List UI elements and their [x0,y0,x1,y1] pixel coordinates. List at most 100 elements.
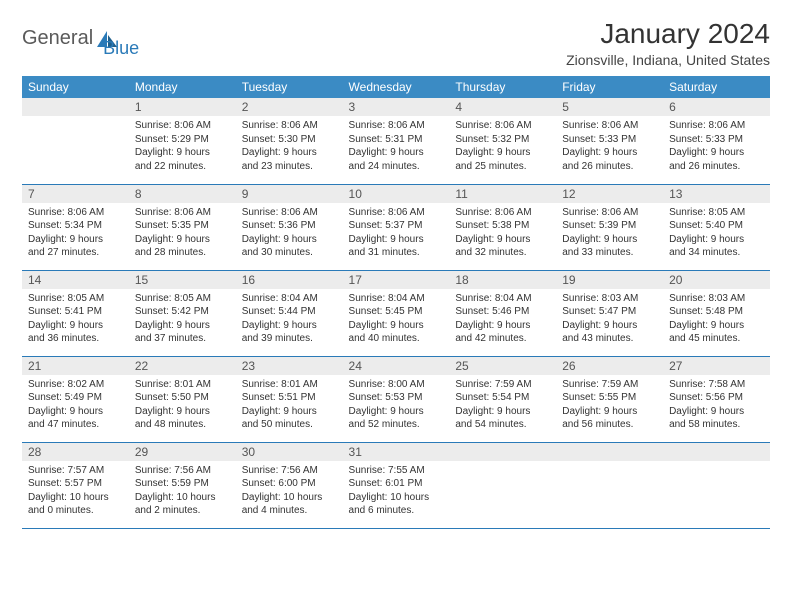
page-header: General Blue January 2024 Zionsville, In… [22,18,770,68]
day-details: Sunrise: 8:05 AMSunset: 5:41 PMDaylight:… [22,289,129,350]
calendar-day-cell: 24Sunrise: 8:00 AMSunset: 5:53 PMDayligh… [343,356,450,442]
calendar-day-cell: 12Sunrise: 8:06 AMSunset: 5:39 PMDayligh… [556,184,663,270]
day-details: Sunrise: 8:04 AMSunset: 5:46 PMDaylight:… [449,289,556,350]
calendar-body: 1Sunrise: 8:06 AMSunset: 5:29 PMDaylight… [22,98,770,528]
weekday-header: Saturday [663,76,770,98]
day-number: 20 [663,271,770,289]
calendar-day-cell: 16Sunrise: 8:04 AMSunset: 5:44 PMDayligh… [236,270,343,356]
day-details: Sunrise: 7:56 AMSunset: 5:59 PMDaylight:… [129,461,236,522]
day-details: Sunrise: 8:01 AMSunset: 5:51 PMDaylight:… [236,375,343,436]
calendar-week-row: 1Sunrise: 8:06 AMSunset: 5:29 PMDaylight… [22,98,770,184]
day-details: Sunrise: 8:06 AMSunset: 5:32 PMDaylight:… [449,116,556,177]
calendar-day-cell: 19Sunrise: 8:03 AMSunset: 5:47 PMDayligh… [556,270,663,356]
day-details: Sunrise: 8:04 AMSunset: 5:44 PMDaylight:… [236,289,343,350]
calendar-day-cell: 27Sunrise: 7:58 AMSunset: 5:56 PMDayligh… [663,356,770,442]
day-number: 25 [449,357,556,375]
calendar-day-cell: 10Sunrise: 8:06 AMSunset: 5:37 PMDayligh… [343,184,450,270]
day-details: Sunrise: 8:06 AMSunset: 5:38 PMDaylight:… [449,203,556,264]
calendar-header-row: SundayMondayTuesdayWednesdayThursdayFrid… [22,76,770,98]
weekday-header: Friday [556,76,663,98]
day-details: Sunrise: 8:03 AMSunset: 5:48 PMDaylight:… [663,289,770,350]
day-number: 28 [22,443,129,461]
weekday-header: Wednesday [343,76,450,98]
day-number: 22 [129,357,236,375]
calendar-day-cell [22,98,129,184]
day-number: 30 [236,443,343,461]
day-details: Sunrise: 8:06 AMSunset: 5:29 PMDaylight:… [129,116,236,177]
day-number: 29 [129,443,236,461]
weekday-header: Sunday [22,76,129,98]
calendar-day-cell: 3Sunrise: 8:06 AMSunset: 5:31 PMDaylight… [343,98,450,184]
day-number: 7 [22,185,129,203]
day-number: 26 [556,357,663,375]
day-details: Sunrise: 8:06 AMSunset: 5:30 PMDaylight:… [236,116,343,177]
calendar-day-cell: 17Sunrise: 8:04 AMSunset: 5:45 PMDayligh… [343,270,450,356]
day-details: Sunrise: 8:06 AMSunset: 5:34 PMDaylight:… [22,203,129,264]
day-details: Sunrise: 8:03 AMSunset: 5:47 PMDaylight:… [556,289,663,350]
calendar-day-cell: 22Sunrise: 8:01 AMSunset: 5:50 PMDayligh… [129,356,236,442]
day-details: Sunrise: 8:06 AMSunset: 5:31 PMDaylight:… [343,116,450,177]
day-details: Sunrise: 8:06 AMSunset: 5:35 PMDaylight:… [129,203,236,264]
day-number: 24 [343,357,450,375]
day-details: Sunrise: 8:06 AMSunset: 5:39 PMDaylight:… [556,203,663,264]
day-details: Sunrise: 8:06 AMSunset: 5:33 PMDaylight:… [663,116,770,177]
calendar-day-cell [663,442,770,528]
calendar-week-row: 28Sunrise: 7:57 AMSunset: 5:57 PMDayligh… [22,442,770,528]
day-number: 6 [663,98,770,116]
calendar-day-cell: 13Sunrise: 8:05 AMSunset: 5:40 PMDayligh… [663,184,770,270]
calendar-day-cell: 6Sunrise: 8:06 AMSunset: 5:33 PMDaylight… [663,98,770,184]
calendar-day-cell: 31Sunrise: 7:55 AMSunset: 6:01 PMDayligh… [343,442,450,528]
day-number: 15 [129,271,236,289]
day-number: 19 [556,271,663,289]
day-number [22,98,129,116]
calendar-day-cell: 15Sunrise: 8:05 AMSunset: 5:42 PMDayligh… [129,270,236,356]
calendar-day-cell: 5Sunrise: 8:06 AMSunset: 5:33 PMDaylight… [556,98,663,184]
day-details: Sunrise: 7:59 AMSunset: 5:55 PMDaylight:… [556,375,663,436]
day-details: Sunrise: 8:01 AMSunset: 5:50 PMDaylight:… [129,375,236,436]
day-number: 12 [556,185,663,203]
calendar-day-cell [449,442,556,528]
day-number: 2 [236,98,343,116]
month-title: January 2024 [566,18,770,50]
day-details: Sunrise: 8:04 AMSunset: 5:45 PMDaylight:… [343,289,450,350]
day-details: Sunrise: 7:55 AMSunset: 6:01 PMDaylight:… [343,461,450,522]
day-number: 4 [449,98,556,116]
calendar-day-cell: 18Sunrise: 8:04 AMSunset: 5:46 PMDayligh… [449,270,556,356]
brand-word-1: General [22,27,93,50]
weekday-header: Thursday [449,76,556,98]
location-text: Zionsville, Indiana, United States [566,52,770,68]
weekday-header: Monday [129,76,236,98]
calendar-day-cell: 23Sunrise: 8:01 AMSunset: 5:51 PMDayligh… [236,356,343,442]
day-details: Sunrise: 8:00 AMSunset: 5:53 PMDaylight:… [343,375,450,436]
day-number: 1 [129,98,236,116]
calendar-day-cell: 9Sunrise: 8:06 AMSunset: 5:36 PMDaylight… [236,184,343,270]
day-number: 27 [663,357,770,375]
calendar-week-row: 7Sunrise: 8:06 AMSunset: 5:34 PMDaylight… [22,184,770,270]
calendar-day-cell: 1Sunrise: 8:06 AMSunset: 5:29 PMDaylight… [129,98,236,184]
calendar-day-cell: 4Sunrise: 8:06 AMSunset: 5:32 PMDaylight… [449,98,556,184]
day-number: 10 [343,185,450,203]
day-details: Sunrise: 8:06 AMSunset: 5:33 PMDaylight:… [556,116,663,177]
day-number: 13 [663,185,770,203]
calendar-day-cell: 20Sunrise: 8:03 AMSunset: 5:48 PMDayligh… [663,270,770,356]
day-details: Sunrise: 7:57 AMSunset: 5:57 PMDaylight:… [22,461,129,522]
day-number [556,443,663,461]
day-number: 5 [556,98,663,116]
day-number: 8 [129,185,236,203]
calendar-day-cell: 11Sunrise: 8:06 AMSunset: 5:38 PMDayligh… [449,184,556,270]
day-number: 9 [236,185,343,203]
calendar-day-cell: 2Sunrise: 8:06 AMSunset: 5:30 PMDaylight… [236,98,343,184]
day-details: Sunrise: 8:06 AMSunset: 5:37 PMDaylight:… [343,203,450,264]
day-details: Sunrise: 7:56 AMSunset: 6:00 PMDaylight:… [236,461,343,522]
day-details: Sunrise: 8:05 AMSunset: 5:40 PMDaylight:… [663,203,770,264]
calendar-week-row: 21Sunrise: 8:02 AMSunset: 5:49 PMDayligh… [22,356,770,442]
day-number: 17 [343,271,450,289]
calendar-day-cell: 29Sunrise: 7:56 AMSunset: 5:59 PMDayligh… [129,442,236,528]
calendar-day-cell: 7Sunrise: 8:06 AMSunset: 5:34 PMDaylight… [22,184,129,270]
day-details: Sunrise: 8:02 AMSunset: 5:49 PMDaylight:… [22,375,129,436]
day-number: 18 [449,271,556,289]
calendar-week-row: 14Sunrise: 8:05 AMSunset: 5:41 PMDayligh… [22,270,770,356]
calendar-day-cell [556,442,663,528]
calendar-day-cell: 26Sunrise: 7:59 AMSunset: 5:55 PMDayligh… [556,356,663,442]
calendar-day-cell: 8Sunrise: 8:06 AMSunset: 5:35 PMDaylight… [129,184,236,270]
